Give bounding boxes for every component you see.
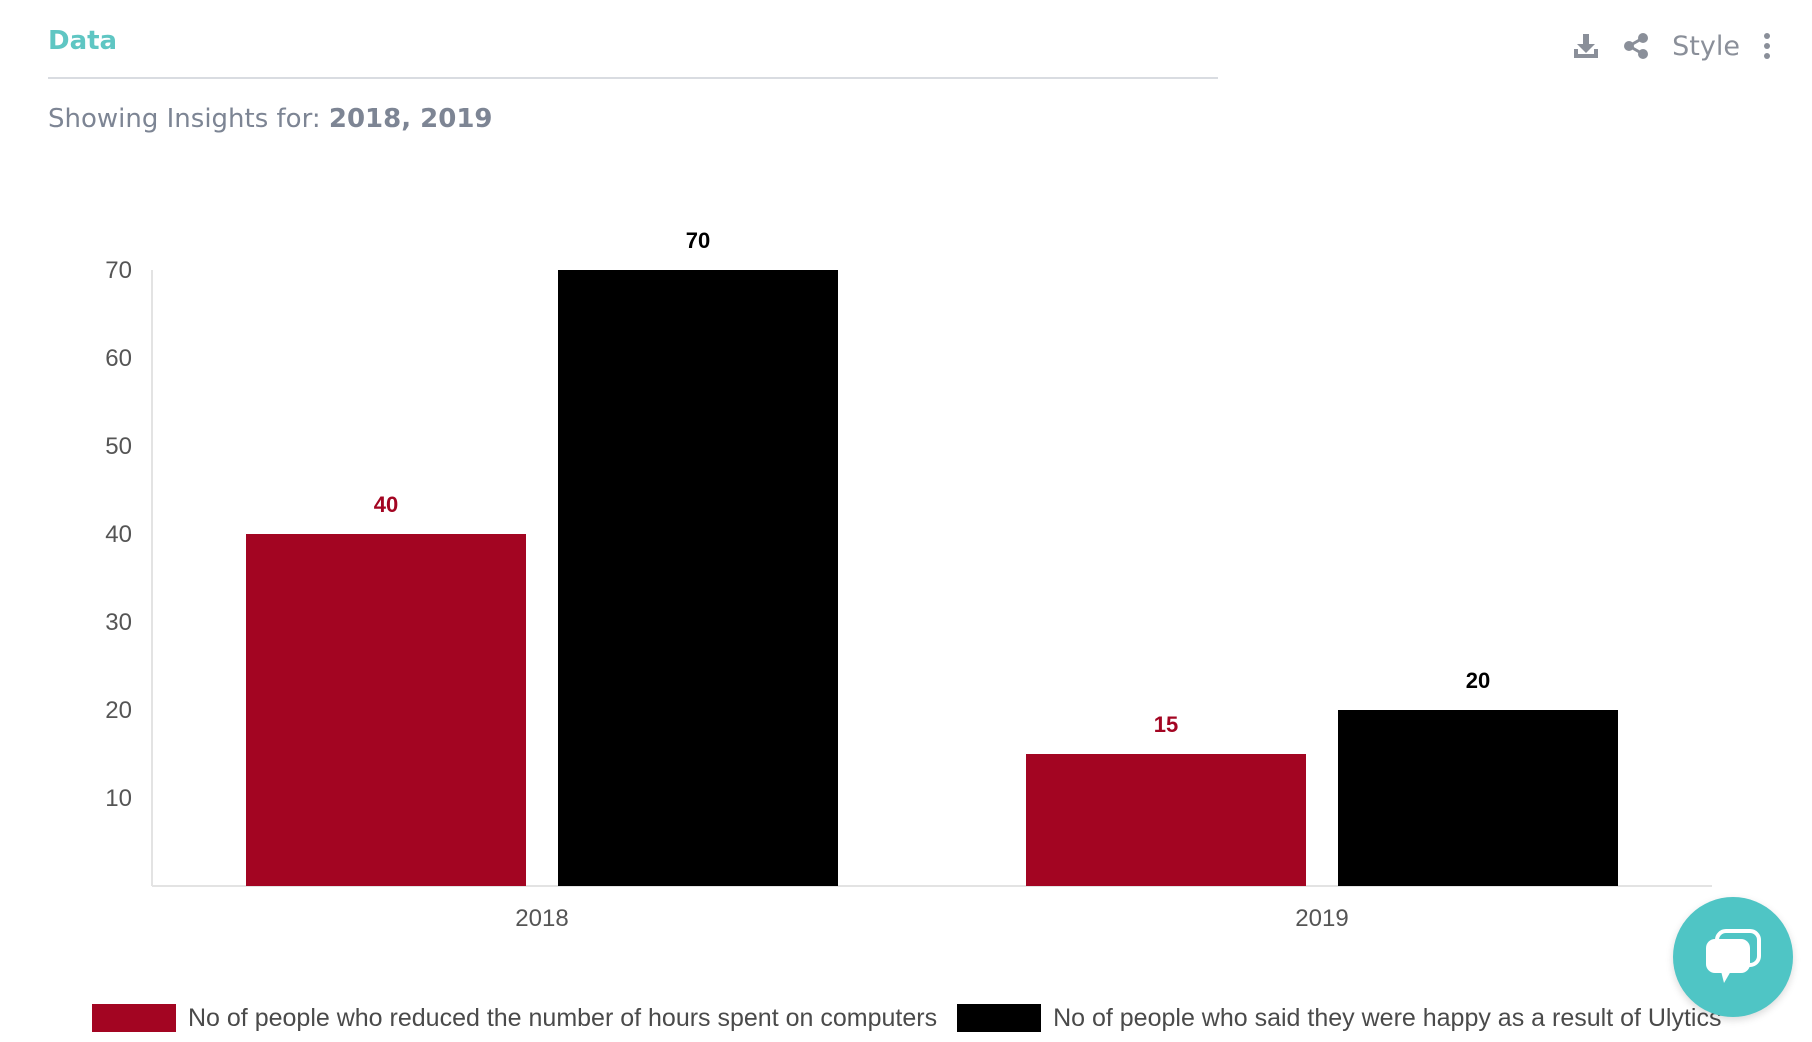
bar-2019-series-2[interactable] — [1338, 710, 1618, 886]
insights-years: 2018, 2019 — [328, 104, 493, 134]
y-tick-label: 30 — [105, 609, 132, 636]
data-label-2019-series-1: 15 — [1154, 712, 1178, 737]
y-tick-label: 60 — [105, 345, 132, 372]
legend-item-series-2[interactable]: No of people who said they were happy as… — [957, 1003, 1722, 1033]
chat-icon — [1706, 929, 1761, 983]
chat-button[interactable] — [1673, 897, 1793, 1017]
tab-data[interactable]: Data — [48, 26, 118, 56]
download-icon[interactable] — [1572, 32, 1600, 60]
bar-2018-series-1[interactable] — [246, 534, 526, 886]
bar-chart: 10 20 30 40 50 60 70 40 70 2018 15 20 2019 — [105, 228, 1712, 932]
share-icon[interactable] — [1622, 32, 1650, 60]
legend-label-series-1: No of people who reduced the number of h… — [188, 1003, 938, 1032]
y-tick-label: 10 — [105, 785, 132, 812]
legend-item-series-1[interactable]: No of people who reduced the number of h… — [92, 1004, 937, 1033]
toolbar: Style — [1572, 26, 1772, 66]
data-label-2018-series-1: 40 — [374, 492, 398, 517]
data-label-2018-series-2: 70 — [686, 228, 710, 253]
insights-prefix: Showing Insights for: — [48, 104, 321, 134]
legend-swatch-series-2 — [957, 1004, 1042, 1032]
legend: No of people who reduced the number of h… — [92, 1003, 1742, 1033]
more-vertical-icon[interactable] — [1762, 32, 1772, 60]
insights-line: Showing Insights for: 2018, 2019 — [48, 104, 493, 134]
bar-2018-series-2[interactable] — [558, 270, 838, 886]
tab-divider — [48, 77, 1218, 79]
x-tick-label: 2018 — [515, 905, 568, 932]
x-tick-label: 2019 — [1295, 905, 1348, 932]
y-tick-label: 40 — [105, 521, 132, 548]
bar-2019-series-1[interactable] — [1026, 754, 1306, 886]
y-tick-label: 70 — [105, 257, 132, 284]
data-label-2019-series-2: 20 — [1466, 668, 1490, 693]
y-tick-label: 50 — [105, 433, 132, 460]
legend-label-series-2: No of people who said they were happy as… — [1053, 1003, 1722, 1032]
legend-swatch-series-1 — [92, 1004, 176, 1032]
y-tick-label: 20 — [105, 697, 132, 724]
style-button[interactable]: Style — [1672, 30, 1740, 62]
